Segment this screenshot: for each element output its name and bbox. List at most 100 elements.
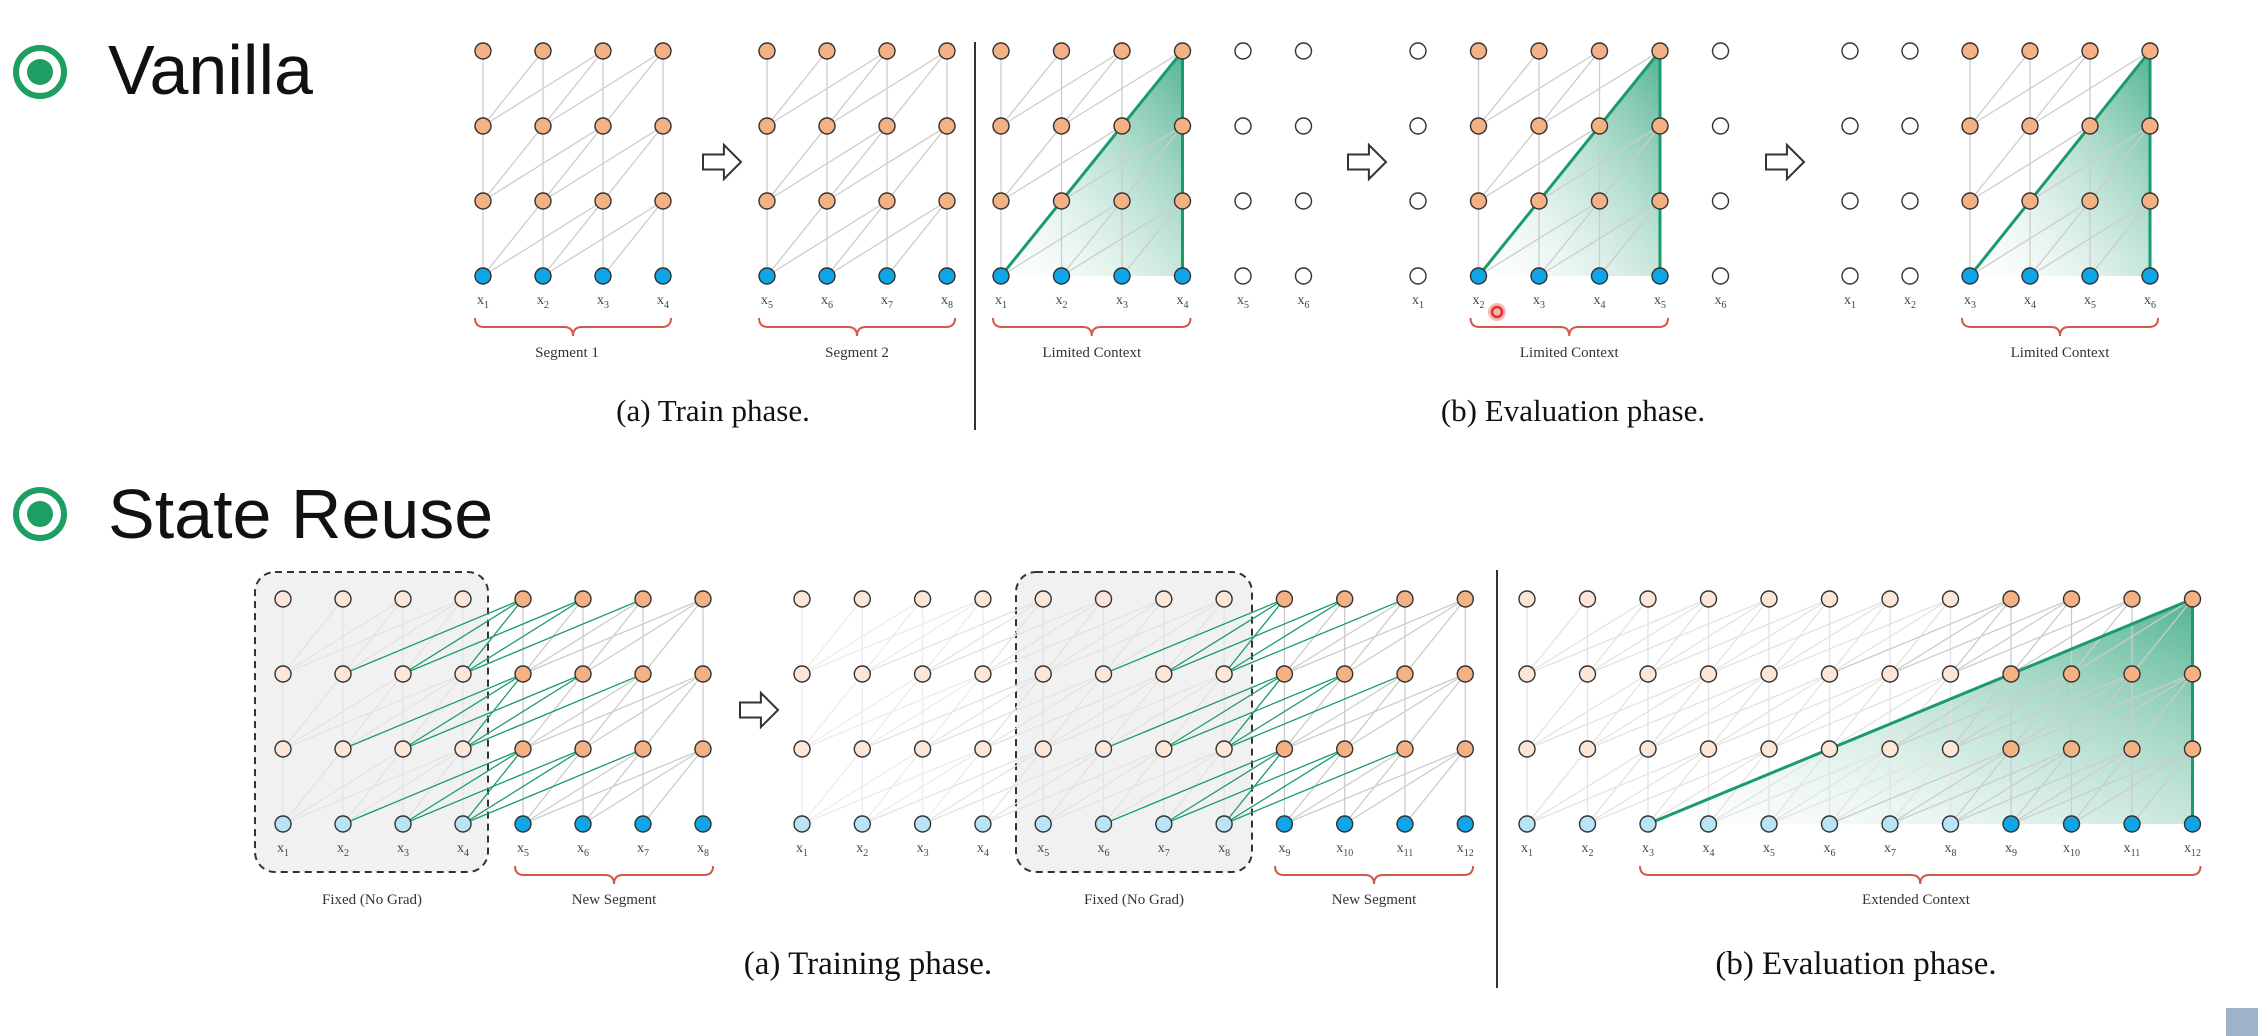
edge xyxy=(1768,748,1951,825)
edge xyxy=(402,748,524,825)
edge xyxy=(1950,748,2133,825)
node xyxy=(594,42,612,60)
node xyxy=(1518,590,1536,608)
edge xyxy=(482,200,604,277)
edge xyxy=(1526,673,1709,750)
new-segment-1-brace xyxy=(514,865,714,885)
extended-context-label: Extended Context xyxy=(1862,892,1971,908)
token-label: x5 xyxy=(1237,293,1249,311)
edge xyxy=(282,598,464,675)
edge xyxy=(1223,598,1406,675)
node xyxy=(2081,192,2099,210)
node xyxy=(1234,267,1252,285)
edge xyxy=(1889,673,2072,750)
token-label: x5 xyxy=(1763,841,1775,859)
limited-context-1-label: Limited Context xyxy=(1042,345,1142,361)
edge xyxy=(1829,748,1951,825)
node xyxy=(1294,267,1313,285)
edge xyxy=(862,598,1044,675)
edge xyxy=(922,673,1044,750)
edge xyxy=(282,748,344,825)
node xyxy=(2002,590,2020,608)
node xyxy=(654,117,672,135)
node xyxy=(1941,590,1960,608)
token-label: x4 xyxy=(977,841,989,859)
arrow-right-icon xyxy=(1347,142,1388,182)
node xyxy=(634,815,652,833)
node xyxy=(1841,192,1859,210)
edge xyxy=(1526,673,1649,750)
token-label: x3 xyxy=(597,293,609,311)
edge xyxy=(582,748,704,825)
edge xyxy=(522,598,704,675)
node xyxy=(1396,815,1414,833)
node xyxy=(1275,590,1294,608)
node xyxy=(2002,740,2020,758)
node xyxy=(793,590,811,608)
edge xyxy=(1103,748,1225,825)
node xyxy=(2183,815,2202,833)
edge xyxy=(982,598,1104,675)
edge xyxy=(766,125,888,202)
edge xyxy=(1969,125,2091,202)
edge xyxy=(1000,50,1123,127)
node xyxy=(793,815,811,833)
edge xyxy=(801,748,923,825)
edge xyxy=(342,598,464,675)
node xyxy=(334,815,352,833)
node xyxy=(1639,740,1657,758)
node xyxy=(1961,117,1979,135)
edge xyxy=(1708,748,1891,825)
edge xyxy=(1969,125,2031,202)
node xyxy=(514,590,532,608)
node xyxy=(454,590,472,608)
limited-context-2-brace xyxy=(1469,317,1669,337)
node xyxy=(1590,267,1609,285)
node xyxy=(474,42,492,60)
edge xyxy=(861,598,984,675)
edge xyxy=(1163,748,1285,825)
edge xyxy=(602,50,664,127)
node xyxy=(2123,590,2141,608)
node xyxy=(274,740,292,758)
node xyxy=(818,192,836,210)
node xyxy=(694,815,712,833)
node xyxy=(1901,192,1919,210)
node xyxy=(334,590,352,608)
edge xyxy=(1950,748,2072,825)
edge xyxy=(826,200,888,277)
node xyxy=(694,665,712,683)
edge xyxy=(342,598,524,675)
node xyxy=(2081,117,2099,135)
edge xyxy=(2010,598,2133,675)
node xyxy=(454,740,472,758)
token-label: x8 xyxy=(1945,841,1957,859)
edge xyxy=(1000,50,1063,127)
edge xyxy=(861,673,984,750)
node xyxy=(534,42,552,60)
node xyxy=(758,42,776,60)
state-reuse-heading: State Reuse xyxy=(13,475,493,553)
edge xyxy=(826,50,948,127)
edge xyxy=(1404,673,1466,750)
node xyxy=(1215,665,1233,683)
node xyxy=(2141,42,2159,60)
node xyxy=(1530,192,1548,210)
edge xyxy=(2071,598,2193,675)
node xyxy=(1094,590,1113,608)
edge xyxy=(886,200,948,277)
node xyxy=(1215,740,1233,758)
edge xyxy=(1000,125,1123,202)
node xyxy=(1711,42,1730,60)
edge xyxy=(1478,50,1600,127)
edge xyxy=(922,748,1104,825)
node xyxy=(913,665,932,683)
edge xyxy=(801,598,863,675)
token-label: x5 xyxy=(1654,293,1666,311)
token-label: x11 xyxy=(2124,841,2141,859)
edge xyxy=(1042,748,1225,825)
edge xyxy=(1768,673,1951,750)
node xyxy=(1699,665,1718,683)
edge xyxy=(462,748,584,825)
node xyxy=(1651,42,1669,60)
